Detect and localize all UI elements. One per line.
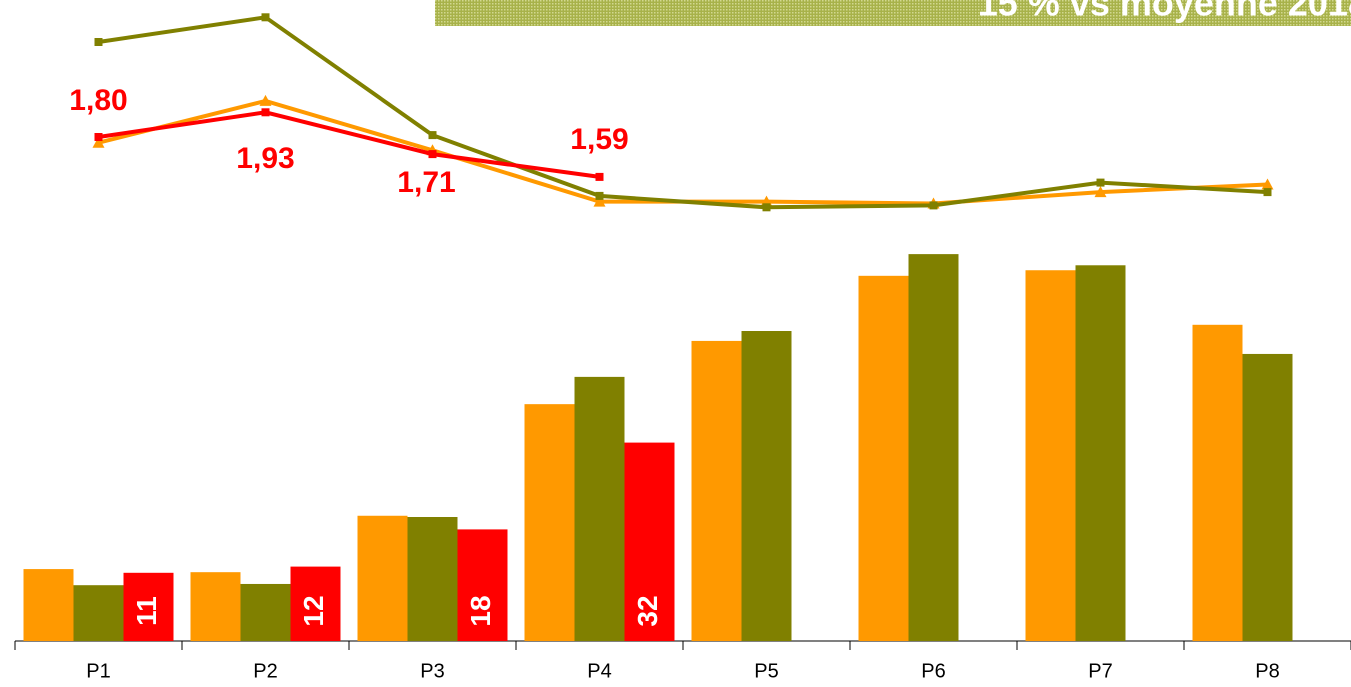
bar (290, 566, 341, 641)
bar-value-label: 32 (632, 595, 663, 626)
marker (929, 201, 938, 210)
bar (574, 376, 625, 641)
x-tick-label: P6 (921, 660, 945, 682)
line (98, 110, 600, 179)
bar (691, 340, 742, 641)
bar-value-label: 18 (465, 595, 496, 626)
marker (595, 172, 604, 181)
bar (624, 442, 675, 641)
x-tick-label: P7 (1088, 660, 1112, 682)
bar (123, 572, 174, 641)
bar (190, 572, 241, 641)
marker (1096, 178, 1105, 187)
x-tick-label: P8 (1255, 660, 1279, 682)
bar (23, 569, 74, 641)
bar-value-label: 11 (131, 596, 162, 626)
marker (593, 195, 606, 207)
marker (595, 191, 604, 200)
bar (858, 275, 909, 641)
marker (259, 94, 272, 106)
bar (457, 529, 508, 641)
x-tick-label: P4 (587, 660, 611, 682)
bar (240, 583, 291, 641)
bar (741, 331, 792, 641)
marker (762, 203, 771, 212)
marker (261, 108, 270, 117)
line-value-label: 1,93 (236, 142, 294, 175)
line-value-label: 1,71 (397, 166, 455, 199)
line-value-label: 1,59 (570, 123, 628, 156)
line (98, 15, 1268, 210)
title-box (435, 0, 1351, 26)
line-value-label: 1,80 (69, 84, 127, 117)
bar (908, 254, 959, 641)
bar (407, 517, 458, 641)
marker (428, 150, 437, 159)
marker (94, 133, 103, 141)
bar (357, 515, 408, 641)
x-tick-label: P2 (253, 660, 277, 682)
marker (92, 136, 105, 148)
x-tick-label: P1 (86, 660, 110, 682)
marker (1094, 186, 1107, 198)
marker (1261, 178, 1274, 190)
bar (524, 404, 575, 641)
marker (94, 38, 103, 46)
chart-title: 15 % vs moyenne 2018-20 (978, 0, 1351, 24)
bar (73, 585, 124, 641)
marker (261, 13, 270, 22)
bar (1025, 270, 1076, 641)
bar (1192, 324, 1243, 641)
bar-value-label: 12 (298, 595, 329, 626)
marker (1263, 188, 1272, 197)
x-tick-label: P3 (420, 660, 444, 682)
x-tick-label: P5 (754, 660, 778, 682)
marker (428, 131, 437, 140)
bar (1075, 265, 1126, 641)
bar (1242, 353, 1293, 641)
